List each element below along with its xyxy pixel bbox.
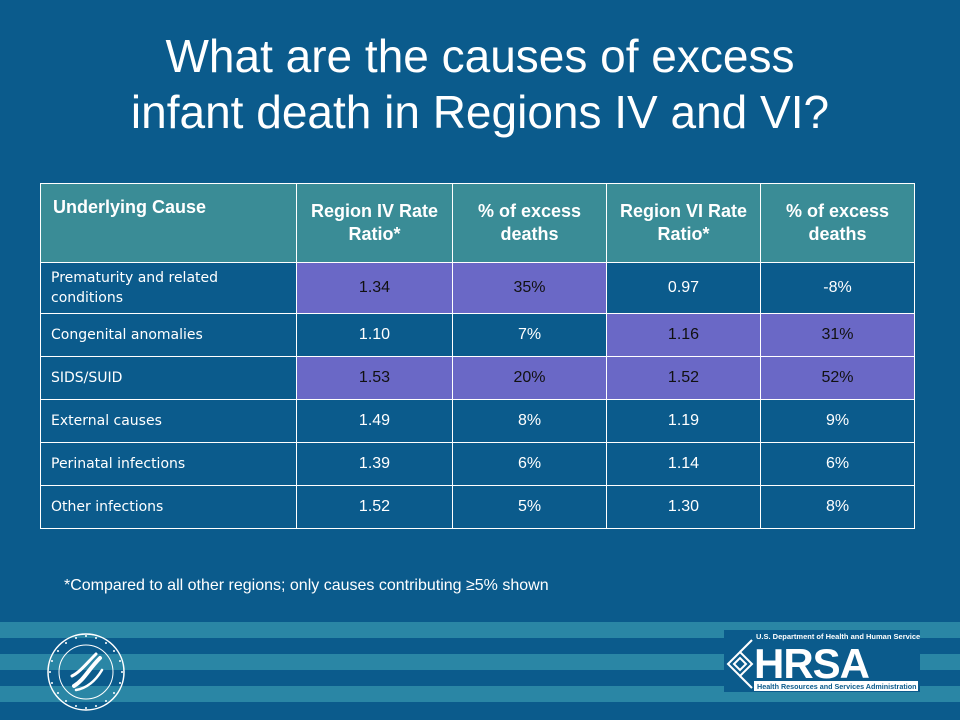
region-vi-ratio-cell: 0.97 (606, 262, 761, 314)
region-vi-ratio-cell: 1.19 (606, 399, 761, 443)
cause-cell: Prematurity and related conditions (40, 262, 297, 314)
svg-text:HRSA: HRSA (754, 640, 870, 687)
region-iv-ratio-cell: 1.10 (296, 313, 453, 357)
region-vi-pct-cell: 52% (760, 356, 915, 400)
causes-table: Underlying Cause Region IV Rate Ratio* %… (40, 183, 915, 529)
region-iv-pct-cell: 7% (452, 313, 607, 357)
region-iv-ratio-cell: 1.49 (296, 399, 453, 443)
table-row: Perinatal infections 1.39 6% 1.14 6% (40, 442, 915, 486)
hrsa-logo: U.S. Department of Health and Human Serv… (724, 630, 924, 697)
footer-stripe (0, 654, 960, 670)
region-iv-pct-cell: 35% (452, 262, 607, 314)
cause-cell: Perinatal infections (40, 442, 297, 486)
footer-stripes (0, 622, 960, 720)
footer-stripe (0, 686, 960, 702)
region-vi-pct-cell: 31% (760, 313, 915, 357)
table-row: Prematurity and related conditions 1.34 … (40, 262, 915, 314)
cause-cell: SIDS/SUID (40, 356, 297, 400)
region-iv-ratio-cell: 1.52 (296, 485, 453, 529)
region-vi-ratio-cell: 1.52 (606, 356, 761, 400)
table-row: Congenital anomalies 1.10 7% 1.16 31% (40, 313, 915, 357)
header-region-iv-pct: % of excess deaths (452, 183, 607, 263)
title-line-2: infant death in Regions IV and VI? (130, 86, 830, 138)
header-underlying-cause: Underlying Cause (40, 183, 297, 263)
cause-cell: External causes (40, 399, 297, 443)
region-vi-pct-cell: -8% (760, 262, 915, 314)
table-header-row: Underlying Cause Region IV Rate Ratio* %… (40, 183, 915, 263)
region-iv-pct-cell: 5% (452, 485, 607, 529)
svg-text:U.S. Department of Health and: U.S. Department of Health and Human Serv… (756, 632, 920, 641)
header-region-vi-pct: % of excess deaths (760, 183, 915, 263)
region-vi-ratio-cell: 1.30 (606, 485, 761, 529)
header-region-vi-ratio: Region VI Rate Ratio* (606, 183, 761, 263)
footer-stripe (0, 622, 960, 638)
table-row: SIDS/SUID 1.53 20% 1.52 52% (40, 356, 915, 400)
svg-text:Health Resources and Services: Health Resources and Services Administra… (757, 682, 917, 691)
region-vi-pct-cell: 6% (760, 442, 915, 486)
table-row: External causes 1.49 8% 1.19 9% (40, 399, 915, 443)
region-iv-pct-cell: 8% (452, 399, 607, 443)
region-iv-ratio-cell: 1.34 (296, 262, 453, 314)
footnote: *Compared to all other regions; only cau… (64, 577, 549, 594)
region-iv-ratio-cell: 1.39 (296, 442, 453, 486)
region-vi-ratio-cell: 1.16 (606, 313, 761, 357)
hhs-seal-icon (44, 630, 128, 719)
region-iv-pct-cell: 20% (452, 356, 607, 400)
cause-cell: Other infections (40, 485, 297, 529)
title-line-1: What are the causes of excess (165, 30, 795, 82)
header-region-iv-ratio: Region IV Rate Ratio* (296, 183, 453, 263)
cause-cell: Congenital anomalies (40, 313, 297, 357)
table-row: Other infections 1.52 5% 1.30 8% (40, 485, 915, 529)
region-iv-pct-cell: 6% (452, 442, 607, 486)
region-vi-pct-cell: 8% (760, 485, 915, 529)
region-vi-pct-cell: 9% (760, 399, 915, 443)
slide-title: What are the causes of excess infant dea… (0, 28, 960, 140)
region-iv-ratio-cell: 1.53 (296, 356, 453, 400)
region-vi-ratio-cell: 1.14 (606, 442, 761, 486)
